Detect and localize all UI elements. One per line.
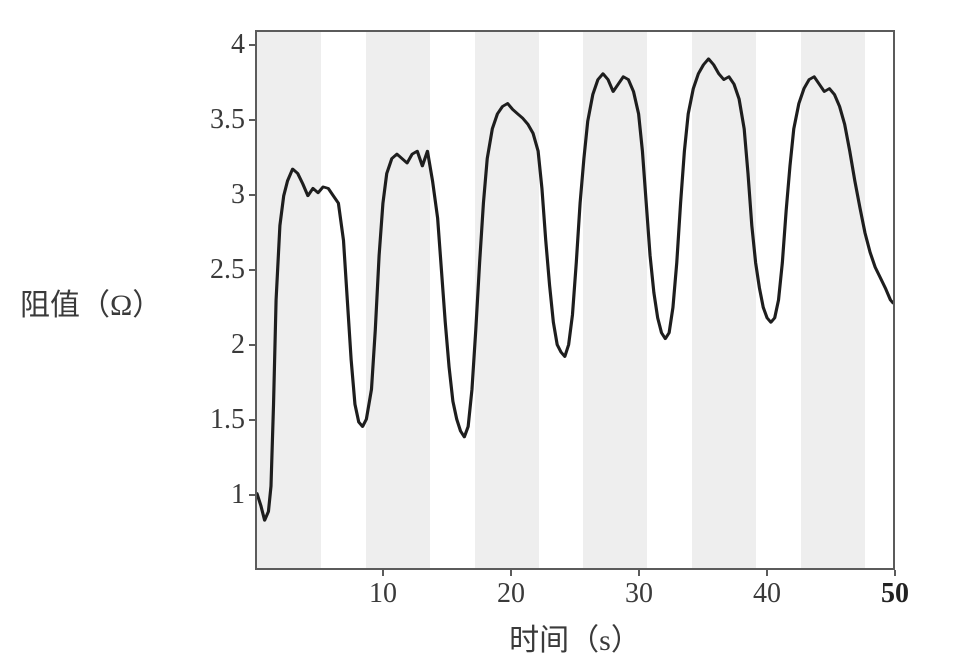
y-tick-label: 2 <box>185 329 245 361</box>
y-tick-mark <box>249 344 255 346</box>
x-tick-mark <box>510 570 512 576</box>
x-tick-mark <box>382 570 384 576</box>
y-tick-mark <box>249 269 255 271</box>
chart-container: 阻值（Ω） 时间（s） 11.522.533.541020304050 <box>0 0 957 667</box>
x-tick-label: 20 <box>497 578 525 610</box>
x-tick-label: 10 <box>369 578 397 610</box>
x-tick-label: 50 <box>881 578 909 610</box>
y-tick-mark <box>249 419 255 421</box>
x-tick-mark <box>638 570 640 576</box>
y-tick-label: 1 <box>185 479 245 511</box>
x-tick-mark <box>766 570 768 576</box>
y-tick-label: 2.5 <box>185 254 245 286</box>
y-axis-label: 阻值（Ω） <box>20 280 162 324</box>
line-series <box>257 32 893 568</box>
x-tick-label: 30 <box>625 578 653 610</box>
y-tick-label: 1.5 <box>185 404 245 436</box>
x-axis-label: 时间（s） <box>509 615 641 659</box>
y-tick-mark <box>249 44 255 46</box>
plot-wrapper: 时间（s） 11.522.533.541020304050 <box>255 30 895 570</box>
x-tick-mark <box>894 570 896 576</box>
x-tick-label: 40 <box>753 578 781 610</box>
y-tick-mark <box>249 494 255 496</box>
y-tick-label: 3 <box>185 179 245 211</box>
y-tick-mark <box>249 119 255 121</box>
y-tick-label: 4 <box>185 29 245 61</box>
plot-area <box>255 30 895 570</box>
y-tick-mark <box>249 194 255 196</box>
y-tick-label: 3.5 <box>185 104 245 136</box>
